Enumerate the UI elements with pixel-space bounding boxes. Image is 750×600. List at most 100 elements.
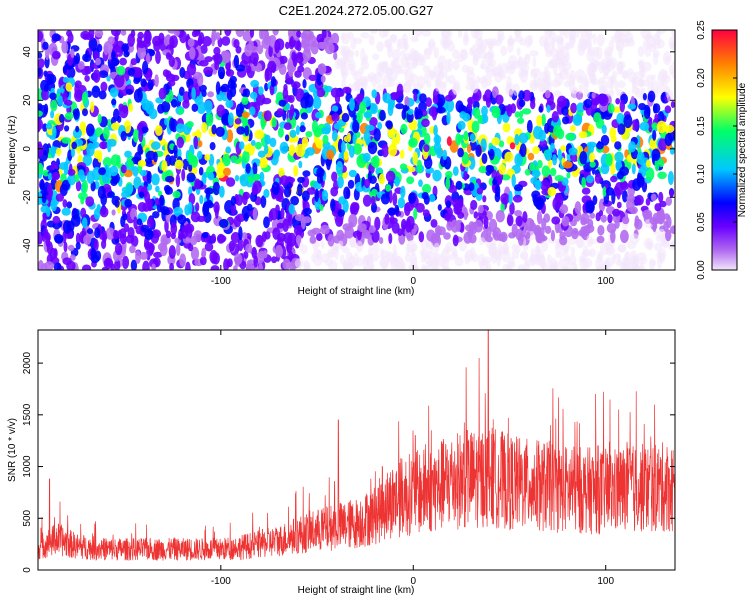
spectrogram-cell	[554, 72, 564, 86]
spectrogram-cell	[413, 224, 418, 232]
spectrogram-cell	[543, 213, 551, 223]
spectrogram-cell	[341, 141, 346, 154]
spectrogram-cell	[76, 145, 81, 154]
spectrogram-cell	[331, 246, 339, 254]
spectrogram-cell	[179, 67, 186, 78]
spectrogram-cell	[413, 208, 418, 220]
spectrogram-cell	[91, 85, 101, 98]
spectrogram-cell	[321, 30, 327, 40]
spectrogram-cell	[52, 215, 61, 224]
spectrogram-cell	[120, 30, 127, 36]
spectrogram-cell	[209, 142, 216, 151]
spectrogram-cell	[644, 46, 652, 58]
spectrogram-cell	[500, 193, 510, 205]
spectrogram-cell	[435, 261, 440, 270]
spectrogram-cell	[529, 50, 539, 57]
spectrogram-cell	[316, 72, 323, 86]
spectrogram-cell	[446, 136, 452, 147]
spectrogram-cell	[320, 127, 331, 135]
spectrogram-cell	[408, 192, 416, 204]
spectrogram-cell	[88, 30, 95, 39]
spectrogram-cell	[614, 219, 620, 229]
spectrogram-cell	[130, 259, 138, 270]
spectrogram-cell	[598, 60, 605, 74]
spectrogram-cell	[491, 106, 501, 119]
spectrogram-cell	[406, 239, 417, 254]
spectrogram-cell	[601, 124, 607, 134]
spectrogram-cell	[38, 58, 45, 69]
spectrogram-cell	[41, 88, 50, 101]
spectrogram-cell	[604, 256, 614, 268]
spectrogram-cell	[190, 235, 198, 246]
spectrogram-cell	[591, 92, 596, 99]
spectrogram-cell	[400, 55, 409, 69]
spectrogram-cell	[225, 69, 235, 77]
colorbar-label: Normalized spectral amplitude	[737, 82, 748, 217]
spectrogram-cell	[269, 208, 279, 221]
spectrogram-cell	[538, 35, 548, 48]
spectrogram-cell	[631, 119, 639, 131]
spectrogram-cell	[253, 173, 261, 181]
snr-xtick-label: 100	[597, 576, 614, 587]
spectrogram-cell	[568, 147, 578, 156]
spectrogram-cell	[497, 33, 505, 42]
spectrogram-cell	[610, 175, 618, 183]
spectrogram-cell	[186, 172, 196, 183]
spectrogram-cell	[552, 62, 558, 76]
spectrogram-cell	[455, 220, 461, 232]
spectrogram-cell	[485, 235, 493, 243]
colorbar-tick-label: 0.00	[696, 260, 707, 280]
spectrogram-cell	[199, 256, 207, 266]
spectrogram-cell	[631, 163, 636, 175]
spectrogram-cell	[400, 185, 406, 199]
spectrogram-cell	[522, 89, 532, 102]
spectrogram-cell	[49, 92, 57, 100]
spectrogram-cell	[95, 57, 101, 66]
spectrogram-cell	[67, 168, 76, 176]
spectrogram-cell	[113, 230, 119, 240]
spectrogram-cell	[478, 166, 488, 174]
spectrogram-cell	[98, 167, 106, 176]
colorbar-tick-label: 0.25	[696, 20, 707, 40]
spectrogram-cell	[84, 65, 92, 75]
spectrogram-cell	[133, 77, 141, 85]
spectrogram-cell	[385, 120, 393, 128]
spectrogram-cell	[532, 56, 537, 68]
spectrogram-cell	[371, 89, 378, 99]
spectrogram-cell	[244, 125, 250, 137]
spectrogram-cell	[137, 143, 143, 156]
spectrogram-cell	[619, 166, 629, 176]
spectrogram-cell	[540, 262, 549, 270]
spectrogram-cell	[271, 181, 280, 196]
spectrogram-cell	[433, 141, 442, 154]
spectrogram-cell	[303, 207, 312, 215]
spectrogram-cell	[192, 131, 202, 138]
spectrogram-cell	[71, 141, 77, 150]
spectrogram-cell	[197, 140, 203, 148]
spectrogram-cell	[573, 263, 578, 270]
spectrogram-cell	[481, 105, 488, 117]
spectrogram-cell	[75, 232, 81, 245]
spectrogram-cell	[288, 214, 293, 227]
spectrogram-cell	[98, 70, 109, 78]
spectrogram-cell	[311, 40, 318, 48]
spectrogram-cell	[547, 186, 557, 197]
spectrogram-cell	[62, 76, 69, 83]
spectrogram-cell	[541, 165, 551, 177]
spectrogram-cell	[235, 64, 246, 72]
spectrogram-cell	[62, 220, 72, 234]
spectrogram-cell	[242, 150, 250, 164]
spectrogram-cell	[400, 123, 408, 135]
spectrogram-cell	[650, 259, 657, 267]
spectrogram-cell	[114, 258, 121, 270]
spectrogram-cell	[123, 223, 130, 233]
spectrogram-cell	[670, 41, 675, 49]
spectrogram-cell	[250, 140, 256, 146]
spectrogram-cell	[273, 149, 280, 158]
spectrogram-cell	[616, 188, 621, 200]
spectrogram-cell	[482, 256, 492, 264]
spectrogram-cell	[499, 231, 508, 243]
spectrogram-cell	[159, 194, 165, 207]
spectrogram-cell	[423, 144, 430, 153]
spectrogram-cell	[252, 180, 262, 194]
